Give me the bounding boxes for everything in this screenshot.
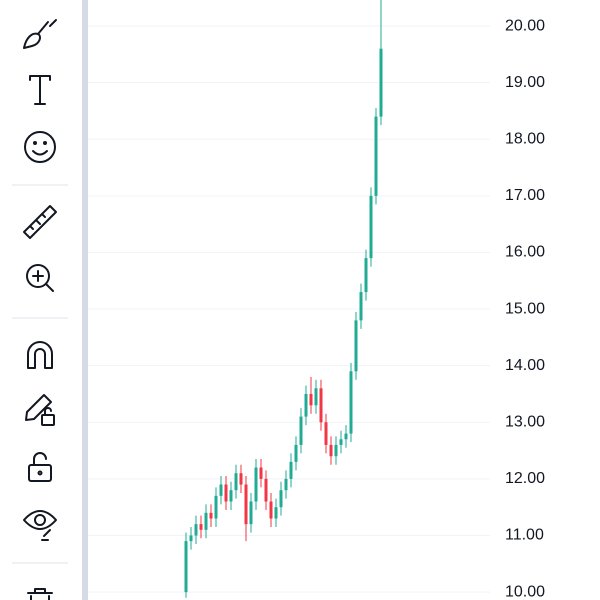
y-tick-label: 14.00 <box>505 357 545 374</box>
candle-body <box>349 371 353 434</box>
candle-body <box>239 473 243 485</box>
emoji-tool[interactable] <box>24 131 56 163</box>
y-tick-label: 18.00 <box>505 130 545 147</box>
panel-divider <box>82 0 88 600</box>
candle-body <box>269 501 273 519</box>
candle-body <box>364 258 368 293</box>
candle-body <box>299 416 303 445</box>
y-tick-label: 12.00 <box>505 470 545 487</box>
candle-body <box>314 388 318 406</box>
candle-body <box>354 320 358 372</box>
candle-body <box>339 439 343 445</box>
candle-body <box>249 501 253 525</box>
brush-tool[interactable] <box>23 19 57 49</box>
candle-body <box>209 512 213 519</box>
visibility-tool[interactable] <box>23 510 57 541</box>
candle-body <box>214 495 218 519</box>
candles <box>184 0 383 598</box>
y-tick-label: 16.00 <box>505 244 545 261</box>
candle-body <box>199 524 203 530</box>
ruler-tool[interactable] <box>23 205 57 239</box>
text-tool[interactable] <box>29 75 51 105</box>
candle-body <box>234 473 238 491</box>
delete-tool[interactable] <box>27 588 53 600</box>
candle-body <box>284 478 288 491</box>
candle-body <box>219 484 223 496</box>
candle-body <box>229 490 233 502</box>
candle-body <box>224 484 228 502</box>
lock-tool[interactable] <box>28 452 52 482</box>
y-tick-label: 10.00 <box>505 583 545 600</box>
candle-body <box>304 393 308 417</box>
y-tick-label: 17.00 <box>505 187 545 204</box>
candle-body <box>264 478 268 502</box>
candle-body <box>274 507 278 519</box>
y-tick-label: 15.00 <box>505 300 545 317</box>
candle-body <box>324 422 328 445</box>
zoom-tool[interactable] <box>26 264 54 292</box>
y-tick-label: 13.00 <box>505 413 545 430</box>
candle-body <box>244 484 248 525</box>
candle-body <box>254 467 258 502</box>
magnet-tool[interactable] <box>27 341 53 369</box>
candle-body <box>359 292 363 321</box>
candle-body <box>369 195 373 259</box>
candle-body <box>194 524 198 536</box>
y-tick-label: 11.00 <box>505 527 544 544</box>
candle-body <box>289 461 293 479</box>
candle-body <box>189 535 193 542</box>
grid <box>88 25 490 593</box>
candle-body <box>334 444 338 457</box>
candle-body <box>379 48 383 117</box>
candle-body <box>279 490 283 508</box>
y-tick-label: 19.00 <box>505 74 545 91</box>
candle-body <box>204 512 208 530</box>
candle-body <box>319 388 323 423</box>
price-axis: 10.00 11.00 12.00 13.00 14.00 15.00 16.00 17.00… <box>505 17 545 600</box>
candle-body <box>344 433 348 440</box>
candle-body <box>259 467 263 479</box>
candle-body <box>294 444 298 462</box>
lock-drawings-tool[interactable] <box>25 394 55 426</box>
candle-body <box>184 541 188 593</box>
candle-body <box>329 444 333 457</box>
candle-body <box>309 393 313 406</box>
candle-body <box>374 116 378 196</box>
y-tick-label: 20.00 <box>505 17 545 34</box>
toolbar <box>12 19 68 600</box>
